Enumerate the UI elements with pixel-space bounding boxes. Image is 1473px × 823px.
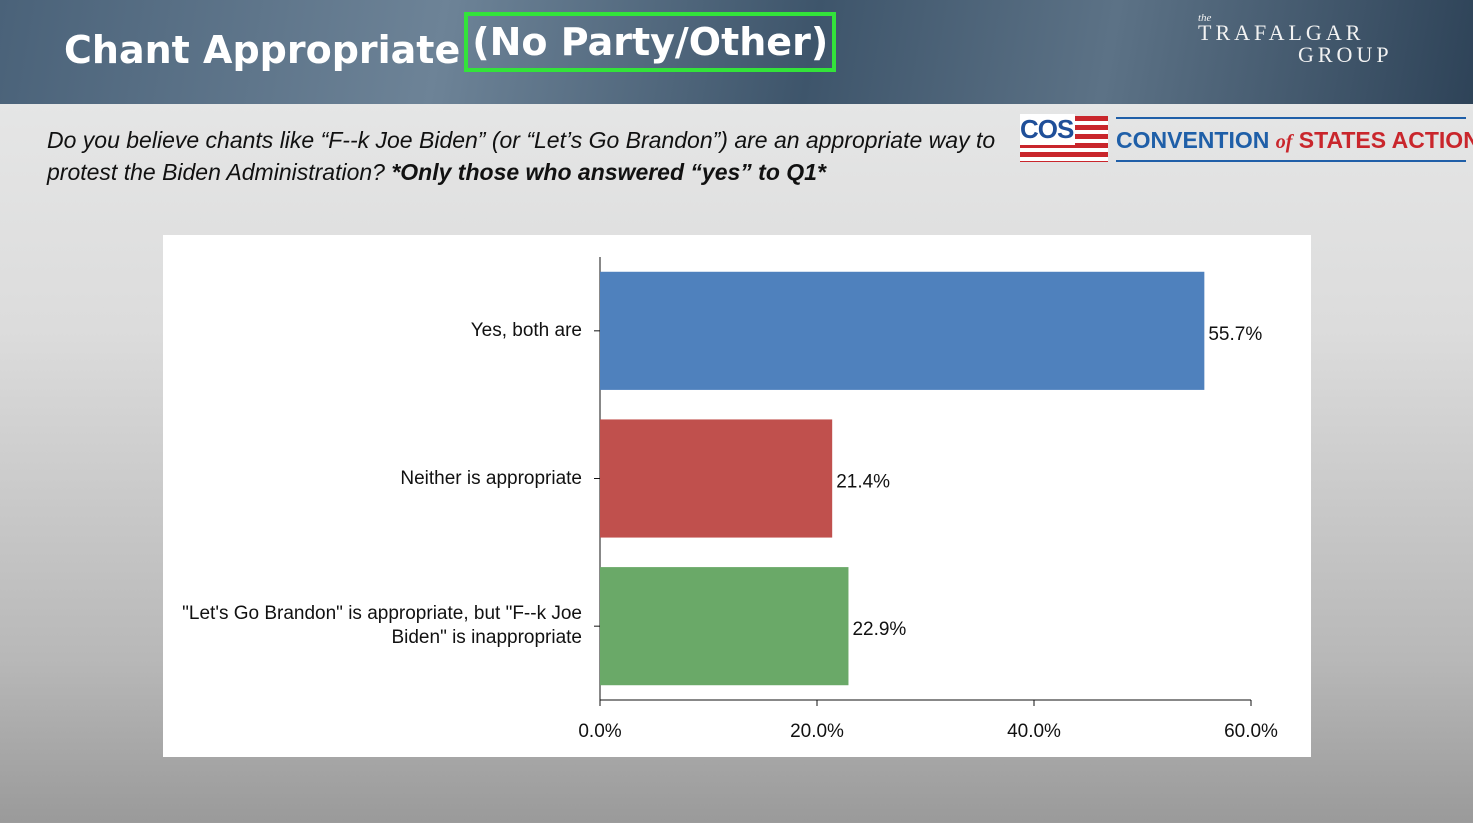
y-tick-label: Neither is appropriate xyxy=(400,467,582,489)
title-highlight: (No Party/Other) xyxy=(464,12,837,72)
logo-line: GROUP xyxy=(1298,42,1393,67)
title-text: Chant Appropriate xyxy=(64,28,461,72)
logo-small: the xyxy=(1198,12,1212,24)
y-tick-label: Yes, both are xyxy=(470,319,582,341)
cos-name-of: of xyxy=(1275,131,1293,153)
cos-logo: COS xyxy=(1020,114,1108,162)
bar xyxy=(600,271,1205,390)
chart-panel: 0.0% 20.0% 40.0% 60.0% 55.7% 21.4% 22.9% Yes, … xyxy=(163,235,1311,757)
cos-name: CONVENTION of STATES ACTION xyxy=(1116,117,1473,162)
slide-title: Chant Appropriate (No Party/Other) xyxy=(64,12,837,80)
cos-mark: COS xyxy=(1020,114,1076,145)
question-text: Do you believe chants like “F--k Joe Bid… xyxy=(47,127,996,185)
y-tick-label: "Let's Go Brandon" is appropriate, but "… xyxy=(182,603,582,649)
logo-line: TRAFALGAR xyxy=(1198,20,1365,45)
x-tick-label: 0.0% xyxy=(578,721,621,742)
header-band: Chant Appropriate (No Party/Other) the TRA… xyxy=(0,0,1473,104)
trafalgar-logo: the TRAFALGAR GROUP xyxy=(1198,12,1393,68)
value-label: 55.7% xyxy=(1208,324,1262,345)
x-tick-label: 40.0% xyxy=(1007,721,1061,742)
bar xyxy=(600,419,833,538)
question: Do you believe chants like “F--k Joe Bid… xyxy=(47,124,1017,188)
chart: 0.0% 20.0% 40.0% 60.0% 55.7% 21.4% 22.9% xyxy=(578,257,1278,742)
value-label: 22.9% xyxy=(852,619,906,640)
bar xyxy=(600,567,849,686)
x-tick-label: 20.0% xyxy=(790,721,844,742)
x-tick-label: 60.0% xyxy=(1224,721,1278,742)
cos-name-part: STATES ACTION xyxy=(1298,127,1473,153)
value-label: 21.4% xyxy=(836,472,890,493)
question-note: *Only those who answered “yes” to Q1* xyxy=(391,159,826,185)
cos-name-part: CONVENTION xyxy=(1116,127,1270,153)
